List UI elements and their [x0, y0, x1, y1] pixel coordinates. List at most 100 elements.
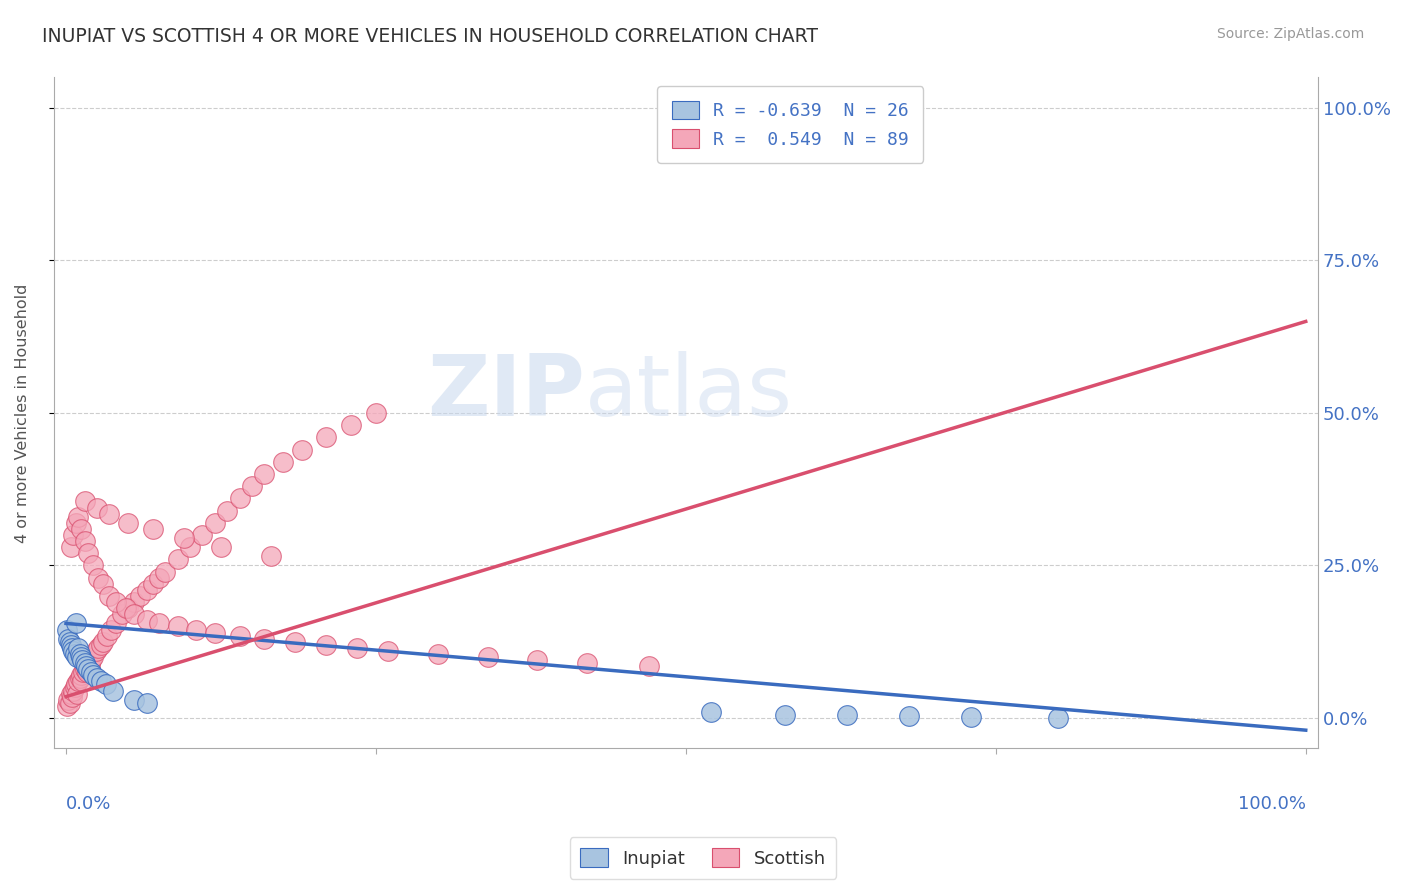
Point	[960, 710, 983, 724]
Point	[217, 503, 239, 517]
Point	[290, 442, 312, 457]
Point	[699, 705, 721, 719]
Point	[73, 534, 96, 549]
Point	[84, 644, 107, 658]
Point	[153, 565, 176, 579]
Point	[204, 625, 226, 640]
Text: 0.0%: 0.0%	[66, 796, 111, 814]
Point	[637, 659, 659, 673]
Point	[98, 589, 121, 603]
Text: INUPIAT VS SCOTTISH 4 OR MORE VEHICLES IN HOUSEHOLD CORRELATION CHART: INUPIAT VS SCOTTISH 4 OR MORE VEHICLES I…	[42, 27, 818, 45]
Point	[66, 650, 89, 665]
Point	[111, 607, 134, 622]
Point	[773, 707, 796, 722]
Point	[315, 430, 337, 444]
Point	[240, 479, 263, 493]
Point	[75, 659, 97, 673]
Point	[477, 650, 499, 665]
Point	[94, 677, 117, 691]
Point	[59, 634, 82, 648]
Point	[898, 709, 921, 723]
Point	[59, 696, 82, 710]
Point	[56, 698, 79, 713]
Point	[67, 509, 90, 524]
Point	[59, 638, 82, 652]
Point	[364, 406, 387, 420]
Point	[62, 528, 84, 542]
Point	[90, 638, 112, 652]
Point	[122, 595, 145, 609]
Point	[142, 576, 165, 591]
Text: 100.0%: 100.0%	[1237, 796, 1306, 814]
Point	[60, 640, 83, 655]
Point	[70, 653, 93, 667]
Legend: R = -0.639  N = 26, R =  0.549  N = 89: R = -0.639 N = 26, R = 0.549 N = 89	[657, 87, 924, 163]
Point	[70, 650, 93, 665]
Point	[204, 516, 226, 530]
Text: atlas: atlas	[585, 351, 793, 434]
Point	[67, 674, 90, 689]
Point	[66, 687, 89, 701]
Point	[253, 632, 276, 646]
Point	[67, 640, 90, 655]
Point	[209, 540, 232, 554]
Point	[70, 668, 93, 682]
Point	[62, 683, 84, 698]
Point	[101, 683, 124, 698]
Point	[284, 634, 307, 648]
Point	[114, 601, 136, 615]
Point	[271, 455, 294, 469]
Point	[117, 601, 139, 615]
Point	[91, 576, 114, 591]
Point	[100, 623, 122, 637]
Point	[75, 659, 97, 673]
Point	[77, 662, 100, 676]
Point	[82, 668, 104, 682]
Point	[259, 549, 281, 564]
Point	[173, 531, 195, 545]
Point	[186, 623, 208, 637]
Point	[104, 616, 127, 631]
Point	[82, 650, 104, 665]
Point	[228, 491, 250, 506]
Point	[59, 687, 82, 701]
Point	[73, 494, 96, 508]
Point	[122, 692, 145, 706]
Point	[56, 623, 79, 637]
Point	[377, 644, 399, 658]
Point	[72, 665, 94, 680]
Point	[65, 516, 87, 530]
Point	[86, 671, 108, 685]
Point	[179, 540, 201, 554]
Point	[166, 552, 188, 566]
Point	[166, 619, 188, 633]
Legend: Inupiat, Scottish: Inupiat, Scottish	[569, 838, 837, 879]
Point	[346, 640, 368, 655]
Point	[142, 522, 165, 536]
Point	[70, 522, 93, 536]
Point	[69, 671, 91, 685]
Point	[59, 540, 82, 554]
Point	[63, 647, 86, 661]
Point	[191, 528, 214, 542]
Point	[60, 690, 83, 704]
Point	[70, 674, 93, 689]
Point	[82, 558, 104, 573]
Point	[58, 632, 80, 646]
Point	[104, 595, 127, 609]
Text: ZIP: ZIP	[427, 351, 585, 434]
Point	[253, 467, 276, 481]
Point	[65, 677, 87, 691]
Point	[117, 516, 139, 530]
Point	[228, 629, 250, 643]
Point	[98, 507, 121, 521]
Point	[80, 653, 103, 667]
Point	[135, 582, 157, 597]
Point	[87, 571, 110, 585]
Point	[122, 607, 145, 622]
Point	[340, 418, 363, 433]
Point	[77, 656, 100, 670]
Point	[835, 707, 858, 722]
Point	[824, 107, 846, 121]
Point	[69, 647, 91, 661]
